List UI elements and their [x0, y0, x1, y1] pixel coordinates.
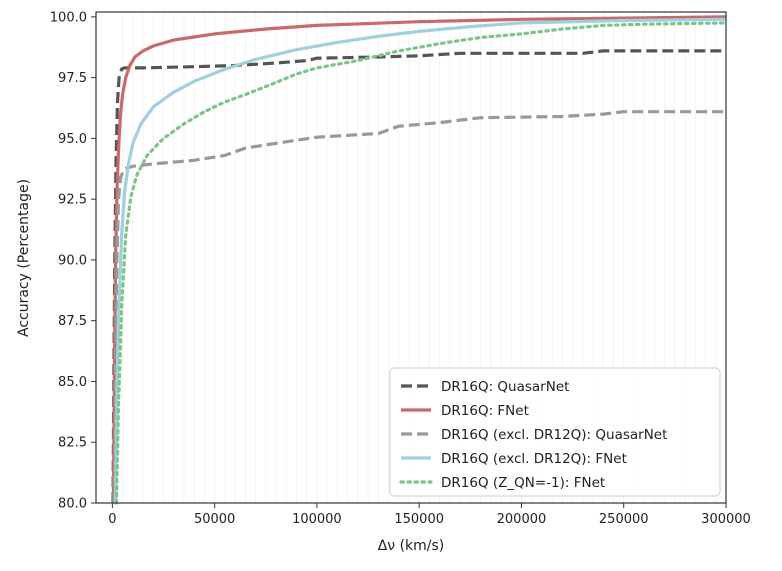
- legend-label: DR16Q (excl. DR12Q): FNet: [441, 451, 627, 467]
- x-tick-label: 100000: [292, 512, 342, 527]
- y-tick-label: 90.0: [58, 253, 87, 268]
- x-tick-label: 50000: [194, 512, 235, 527]
- series-line: [114, 21, 728, 505]
- series-line: [111, 15, 727, 504]
- x-tick-label: 200000: [497, 512, 547, 527]
- x-axis-label: Δν (km/s): [378, 538, 445, 554]
- y-tick-label: 95.0: [58, 132, 87, 147]
- y-tick-label: 87.5: [58, 314, 87, 329]
- x-axis: 0 50000 100000 150000 200000 250000 300000: [108, 503, 751, 527]
- legend-label: DR16Q: QuasarNet: [441, 379, 569, 395]
- x-tick-label: 250000: [599, 512, 649, 527]
- y-tick-label: 82.5: [58, 436, 87, 451]
- legend-label: DR16Q (Z_QN=-1): FNet: [441, 475, 605, 491]
- legend: DR16Q: QuasarNet DR16Q: FNet DR16Q (excl. …: [389, 367, 721, 497]
- legend-label: DR16Q (excl. DR12Q): QuasarNet: [441, 427, 667, 443]
- x-tick-label: 150000: [394, 512, 444, 527]
- series-line: [113, 17, 727, 504]
- y-tick-label: 97.5: [58, 71, 87, 86]
- legend-label: DR16Q: FNet: [441, 403, 529, 419]
- y-axis: 80.0 82.5 85.0 87.5 90.0 92.5 95.0 97.5 100.0: [50, 10, 96, 512]
- y-axis-label: Accuracy (Percentage): [16, 179, 32, 337]
- y-tick-label: 92.5: [58, 193, 87, 208]
- y-tick-label: 100.0: [50, 10, 87, 25]
- x-tick-label: 0: [108, 512, 116, 527]
- y-tick-label: 80.0: [58, 497, 87, 512]
- series-line: [112, 110, 726, 504]
- x-tick-label: 300000: [701, 512, 751, 527]
- series-layer: [111, 15, 728, 505]
- plot-frame: [95, 11, 727, 504]
- y-tick-label: 85.0: [58, 375, 87, 390]
- legend-box: [389, 367, 721, 497]
